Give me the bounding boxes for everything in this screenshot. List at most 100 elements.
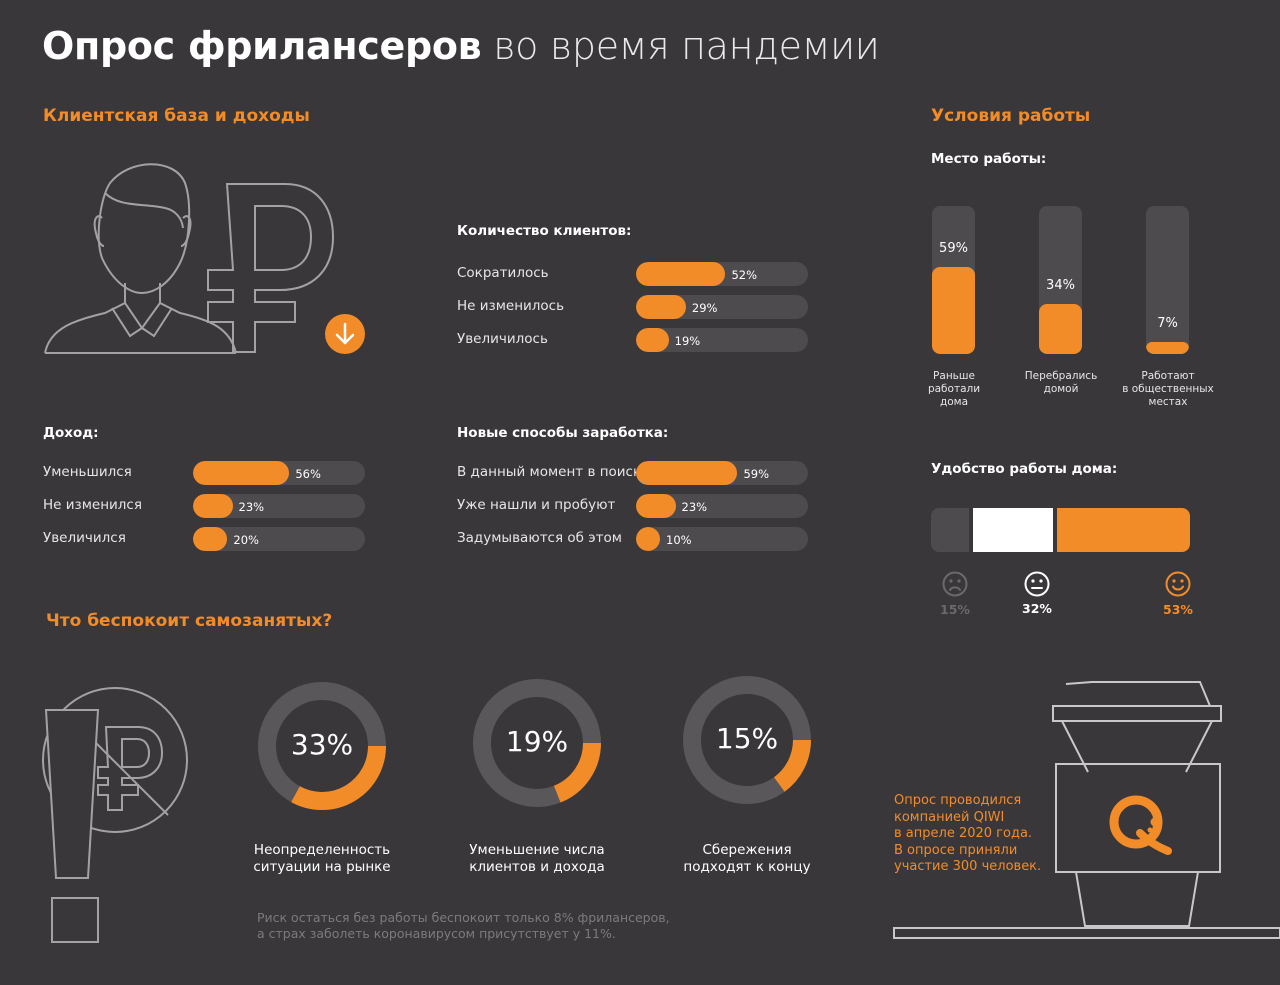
vbar-track <box>1039 206 1082 354</box>
vbar-category-label: Перебрались домой <box>1011 370 1111 396</box>
chart-new-earnings-title: Новые способы заработка: <box>457 425 669 441</box>
donut-category-label: Сбережения подходят к концу <box>652 842 842 876</box>
vbar-category-line: Работают <box>1141 370 1195 382</box>
vbar-value-label: 34% <box>1046 277 1075 293</box>
bar-category-label: Сократилось <box>457 265 549 281</box>
survey-note-line-3: в апреле 2020 года. <box>894 826 1033 841</box>
ruble-icon <box>207 183 335 353</box>
happy-face-icon <box>1165 571 1191 597</box>
bar-row: Увеличился 20% <box>43 527 365 551</box>
neutral-face-icon <box>1024 571 1050 597</box>
donut-slice <box>553 742 601 803</box>
sad-face-icon <box>942 571 968 597</box>
vbar-category-label: Работают в общественных местах <box>1118 370 1218 409</box>
bar-fill <box>636 461 738 485</box>
bar-category-label: В данный момент в поиске <box>457 464 650 480</box>
chart-comfort <box>931 508 1190 552</box>
donut-category-line: клиентов и дохода <box>469 859 605 875</box>
vbar-value-label: 7% <box>1157 316 1178 331</box>
donut-category-label: Уменьшение числа клиентов и дохода <box>442 842 632 876</box>
title-light: во время пандемии <box>493 24 880 68</box>
bar-fill <box>636 295 686 319</box>
chart-workplace: 59% Раньше работали дома 34% Перебрались домой… <box>900 200 1230 420</box>
worries-note-line-1: Риск остаться без работы беспокоит тольк… <box>257 910 670 925</box>
bar-value-label: 19% <box>674 334 701 348</box>
vbar-category-label: Раньше работали дома <box>904 370 1004 409</box>
bar-value-label: 23% <box>681 500 708 514</box>
donut-category-line: подходят к концу <box>683 859 811 875</box>
bar-value-label: 52% <box>731 268 757 282</box>
bar-value-label: 29% <box>691 301 718 315</box>
bar-row: Уменьшился 56% <box>43 461 365 485</box>
donut-category-label: Неопределенность ситуации на рынке <box>227 842 417 876</box>
donut-category-line: Уменьшение числа <box>469 842 605 858</box>
section-worries: Что беспокоит самозанятых? <box>46 611 333 631</box>
bar-fill <box>636 494 676 518</box>
bar-track <box>636 295 808 319</box>
chart-workplace-title: Место работы: <box>931 151 1047 167</box>
comfort-segment <box>1056 508 1190 552</box>
bar-fill <box>636 262 726 286</box>
comfort-neutral-label: 32% <box>1022 601 1052 616</box>
chart-worries: 33% Неопределенность ситуации на рынке 19% У… <box>240 670 840 890</box>
section-work-conditions: Условия работы <box>931 106 1091 126</box>
bar-row: Не изменился 23% <box>43 494 365 518</box>
donut-value-label: 15% <box>715 722 779 755</box>
bar-value-label: 23% <box>238 500 265 514</box>
survey-note-line-4: В опросе приняли <box>894 842 1018 858</box>
bar-category-label: Уменьшился <box>43 464 132 480</box>
bar-value-label: 20% <box>233 533 259 547</box>
bar-track <box>636 328 808 352</box>
bar-category-label: Не изменился <box>43 497 142 513</box>
bar-row: Уже нашли и пробуют 23% <box>457 494 809 518</box>
comfort-happy-label: 53% <box>1163 602 1193 617</box>
page-title: Опрос фрилансеров во время пандемии <box>42 24 880 68</box>
worries-note-line-2: а страх заболеть коронавирусом присутств… <box>257 926 616 941</box>
comfort-sad-label: 15% <box>940 602 970 617</box>
donut <box>258 682 386 810</box>
vbar-category-line: местах <box>1148 396 1188 408</box>
bar-fill <box>193 494 233 518</box>
bar-fill <box>636 328 669 352</box>
bar-value-label: 10% <box>666 533 692 547</box>
vbar-fill <box>932 266 975 354</box>
worries-note: Риск остаться без работы беспокоит тольк… <box>257 910 670 942</box>
chart-comfort-title: Удобство работы дома: <box>931 461 1118 477</box>
coffee-cup-icon <box>893 681 1280 939</box>
survey-note-line-1: Опрос проводился <box>894 793 1022 808</box>
comfort-segment <box>931 508 969 552</box>
bar-value-label: 56% <box>295 467 321 481</box>
bar-track <box>193 461 365 485</box>
bar-fill <box>193 461 290 485</box>
vbar-category-line: в общественных <box>1122 383 1214 395</box>
donut-category-line: Неопределенность <box>253 842 391 858</box>
section-clients-income: Клиентская база и доходы <box>43 106 310 126</box>
vbar-fill <box>1039 303 1082 354</box>
vbar-category-line: Перебрались <box>1024 370 1098 382</box>
bar-row: В данный момент в поиске 59% <box>457 461 809 485</box>
bar-track <box>193 494 365 518</box>
vbar-category-line: домой <box>1043 383 1079 395</box>
survey-note-line-5: участие 300 человек. <box>894 859 1042 874</box>
bar-fill <box>193 527 228 551</box>
arrow-down-icon <box>325 314 365 354</box>
vbar-track <box>1146 206 1189 354</box>
exclamation-icon <box>44 709 100 943</box>
vbar-track <box>932 206 975 354</box>
donut <box>683 676 811 804</box>
bar-row: Сократилось 52% <box>457 262 809 286</box>
bar-category-label: Увеличился <box>43 530 126 546</box>
donut-category-line: Сбережения <box>702 842 792 858</box>
bar-row: Увеличилось 19% <box>457 328 809 352</box>
survey-note-line-2: компанией QIWI <box>894 809 1005 825</box>
bar-track <box>636 262 808 286</box>
bar-row: Не изменилось 29% <box>457 295 809 319</box>
bar-category-label: Увеличилось <box>457 331 548 347</box>
donut-slice <box>291 745 386 810</box>
donut-slice <box>773 739 811 792</box>
vbar-category-line: Раньше <box>933 370 975 382</box>
bar-value-label: 59% <box>743 467 770 481</box>
qiwi-logo-icon <box>1109 795 1172 855</box>
comfort-segment <box>972 508 1053 552</box>
chart-clients-title: Количество клиентов: <box>457 223 632 239</box>
